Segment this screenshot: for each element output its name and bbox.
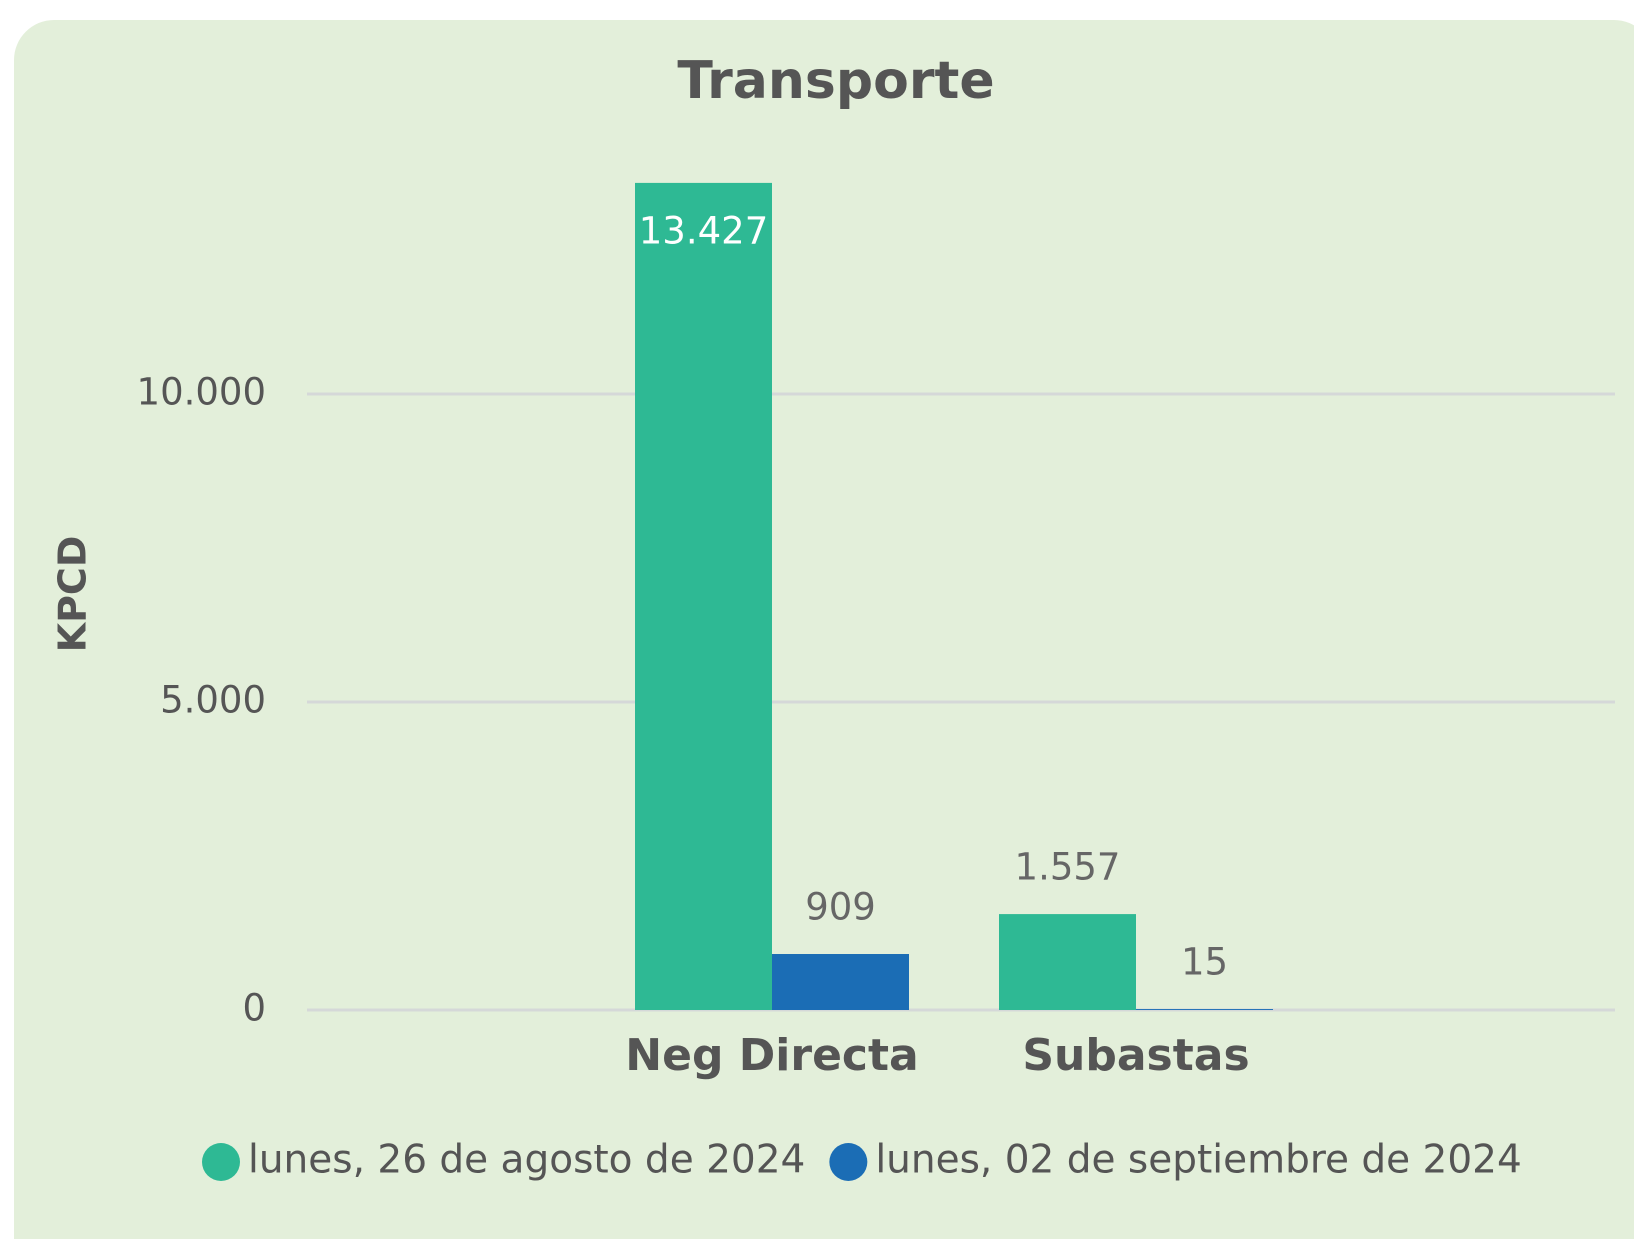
chart-title: Transporte (677, 51, 994, 111)
bar (999, 914, 1136, 1010)
card (14, 20, 1634, 1239)
y-tick-label: 10.000 (137, 371, 266, 414)
value-label: 1.557 (1015, 846, 1121, 889)
x-tick-label: Neg Directa (625, 1030, 918, 1081)
y-tick-label: 0 (242, 987, 266, 1030)
legend-label: lunes, 26 de agosto de 2024 (248, 1138, 805, 1183)
x-tick-label: Subastas (1022, 1030, 1249, 1081)
value-label: 909 (805, 886, 876, 929)
legend-marker (202, 1143, 240, 1181)
bar (635, 182, 772, 1011)
value-label: 15 (1181, 941, 1228, 984)
bar (1136, 1009, 1273, 1010)
y-axis-label: KPCD (51, 536, 95, 653)
y-tick-label: 5.000 (160, 679, 266, 722)
legend-marker (829, 1143, 868, 1181)
value-label: 13.427 (639, 209, 768, 252)
bar (772, 954, 909, 1010)
legend-label: lunes, 02 de septiembre de 2024 (875, 1138, 1521, 1183)
